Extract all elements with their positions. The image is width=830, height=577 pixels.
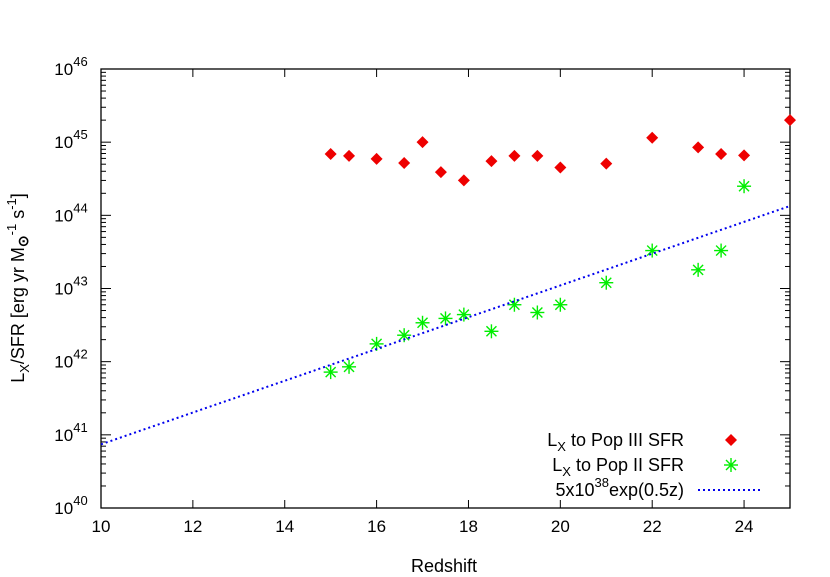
legend-marker-pop3: [725, 434, 737, 446]
legend-subscript: X: [557, 439, 566, 454]
legend-text: to Pop III SFR: [566, 430, 684, 450]
pop2-point: [438, 311, 453, 326]
y-tick-base: 10: [54, 353, 73, 372]
legend-text: L: [552, 455, 562, 475]
y-tick-exponent: 46: [73, 54, 87, 69]
y-label-part: /SFR [erg yr M: [8, 247, 28, 364]
y-tick-label: 1041: [54, 420, 87, 445]
x-tick-label: 22: [643, 517, 662, 536]
legend-label: LX to Pop II SFR: [552, 455, 684, 479]
pop2-point: [530, 305, 545, 320]
fit-line: [101, 205, 790, 446]
y-tick-base: 10: [54, 206, 73, 225]
legend-superscript: 38: [594, 475, 608, 490]
y-axis-label: LX/SFR [erg yr M⊙-1 s-1]: [4, 193, 32, 383]
y-label-part: ]: [8, 193, 28, 198]
pop3-point: [457, 174, 470, 187]
pop3-point: [398, 156, 411, 169]
pop3-point: [370, 152, 383, 165]
legend-label: 5x1038exp(0.5z): [555, 475, 684, 500]
pop3-point: [715, 147, 728, 160]
pop3-point: [485, 155, 498, 168]
y-tick-label: 1043: [54, 274, 87, 299]
y-tick-base: 10: [54, 426, 73, 445]
pop2-point: [691, 262, 706, 277]
pop2-point: [415, 315, 430, 330]
x-tick-label: 12: [183, 517, 202, 536]
pop2-point: [507, 297, 522, 312]
legend-text: exp(0.5z): [609, 480, 684, 500]
pop2-point: [737, 179, 752, 194]
pop3-point: [434, 166, 447, 179]
y-label-superscript: -1: [4, 198, 19, 210]
pop2-point: [484, 324, 499, 339]
y-tick-base: 10: [54, 280, 73, 299]
y-label-superscript: -1: [4, 224, 19, 236]
y-tick-base: 10: [54, 60, 73, 79]
pop3-point: [416, 136, 429, 149]
x-tick-label: 18: [459, 517, 478, 536]
x-tick-label: 14: [275, 517, 294, 536]
legend-marker-pop2: [724, 458, 738, 472]
pop2-point: [553, 297, 568, 312]
legend-label: LX to Pop III SFR: [547, 430, 684, 454]
pop2-point: [323, 365, 338, 380]
plot-frame: [100, 68, 791, 509]
x-tick-label: 10: [92, 517, 111, 536]
x-axis-label: Redshift: [411, 556, 477, 576]
pop3-point: [646, 131, 659, 144]
y-tick-exponent: 40: [73, 493, 87, 508]
y-label-part: s: [8, 210, 28, 224]
x-tick-label: 16: [367, 517, 386, 536]
pop3-point: [508, 149, 521, 162]
pop3-point: [554, 161, 567, 174]
y-tick-exponent: 44: [73, 200, 87, 215]
y-tick-label: 1044: [54, 200, 87, 225]
pop2-point: [456, 307, 471, 322]
y-tick-exponent: 45: [73, 127, 87, 142]
y-label-sun-symbol: ⊙: [15, 235, 31, 247]
legend-subscript: X: [562, 464, 571, 479]
pop2-point: [645, 243, 660, 258]
y-tick-base: 10: [54, 499, 73, 518]
y-tick-base: 10: [54, 133, 73, 152]
y-tick-exponent: 41: [73, 420, 87, 435]
y-tick-label: 1046: [54, 54, 87, 79]
pop3-point: [738, 149, 751, 162]
pop3-point: [324, 147, 337, 160]
y-tick-exponent: 43: [73, 274, 87, 289]
legend-text: 5x10: [555, 480, 594, 500]
plot-area: [101, 114, 796, 446]
pop2-point: [714, 243, 729, 258]
axes: 10 12 14 16 18 20 22 24104010411042104310441045…: [54, 54, 791, 536]
pop3-point: [343, 149, 356, 162]
y-label-part: L: [8, 373, 28, 383]
pop3-point: [784, 114, 796, 127]
y-tick-exponent: 42: [73, 347, 87, 362]
pop3-point: [600, 157, 613, 170]
y-tick-label: 1042: [54, 347, 87, 372]
x-tick-label: 24: [735, 517, 754, 536]
pop3-point: [692, 141, 705, 154]
pop3-point: [531, 149, 544, 162]
legend-text: L: [547, 430, 557, 450]
x-tick-label: 20: [551, 517, 570, 536]
y-tick-label: 1045: [54, 127, 87, 152]
pop2-point: [342, 359, 357, 374]
y-label-subscript: X: [17, 364, 32, 373]
y-tick-label: 1040: [54, 493, 87, 518]
legend-text: to Pop II SFR: [571, 455, 684, 475]
pop2-point: [599, 275, 614, 290]
